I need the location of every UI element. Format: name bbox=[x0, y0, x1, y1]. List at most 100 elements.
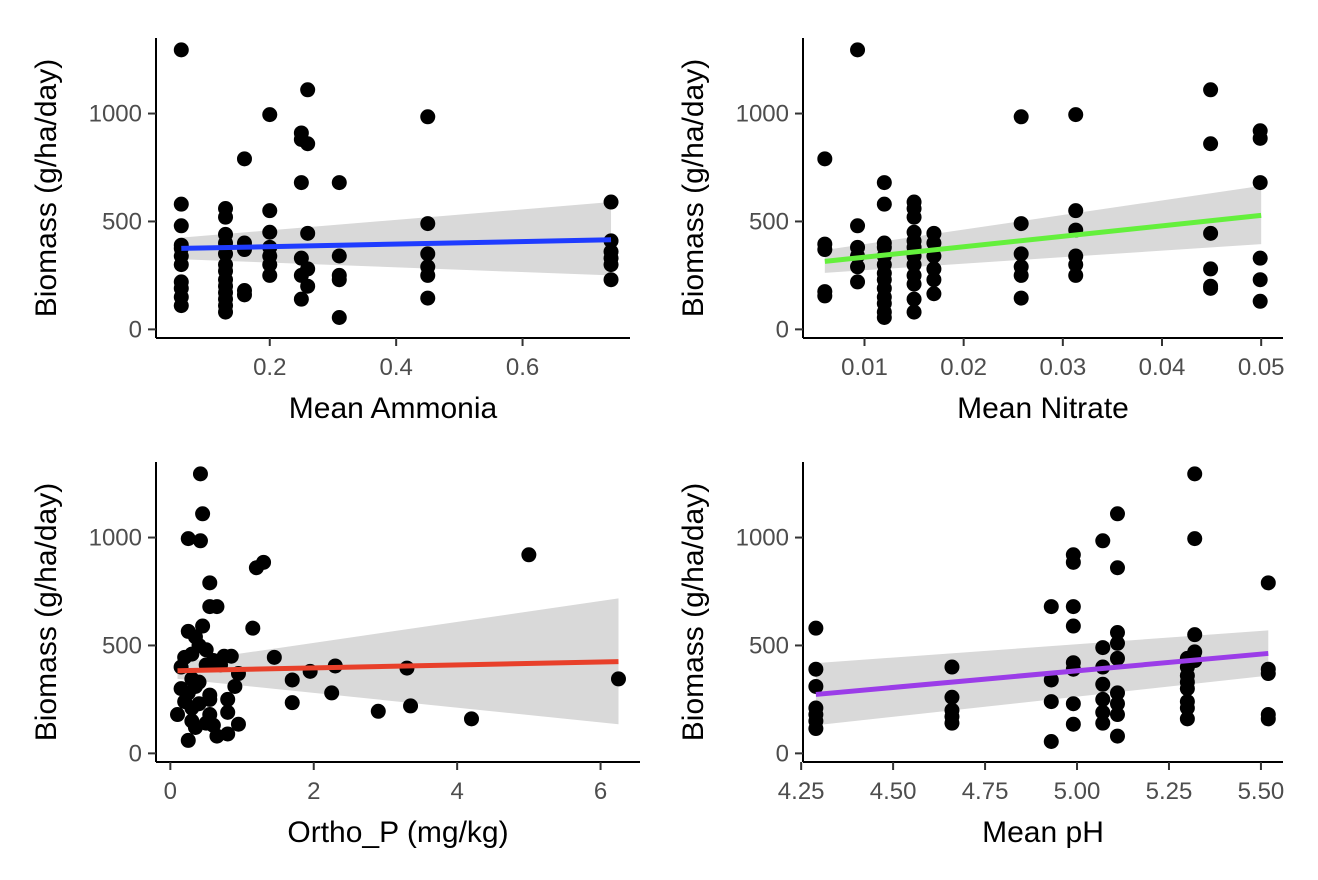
data-point bbox=[236, 287, 252, 303]
data-point bbox=[230, 716, 246, 732]
data-point bbox=[603, 272, 619, 288]
data-point bbox=[195, 618, 211, 634]
y-tick-label: 500 bbox=[102, 208, 142, 235]
x-tick-label: 0.2 bbox=[253, 354, 286, 381]
y-tick-label: 500 bbox=[749, 632, 789, 659]
data-point bbox=[808, 661, 824, 677]
data-point bbox=[1043, 694, 1059, 710]
data-point bbox=[1065, 618, 1081, 634]
data-point bbox=[1179, 681, 1195, 697]
data-point bbox=[1065, 599, 1081, 615]
data-point bbox=[1109, 728, 1125, 744]
data-point bbox=[187, 719, 203, 735]
x-tick-label: 4 bbox=[450, 778, 463, 805]
data-point bbox=[1068, 203, 1084, 219]
data-point bbox=[463, 711, 479, 727]
data-point bbox=[1013, 290, 1029, 306]
data-point bbox=[420, 246, 436, 262]
data-point bbox=[202, 575, 218, 591]
data-point bbox=[1068, 257, 1084, 273]
data-point bbox=[603, 257, 619, 273]
data-point bbox=[173, 42, 189, 58]
x-axis-title: Ortho_P (mg/kg) bbox=[287, 816, 508, 849]
data-point bbox=[262, 107, 278, 123]
data-point bbox=[262, 267, 278, 283]
chart-panel-1: 0.2 0.4 0.6 0 500 1000 Mean Ammonia Biomass (g/… bbox=[30, 38, 630, 425]
data-point bbox=[808, 678, 824, 694]
data-point bbox=[1043, 733, 1059, 749]
data-point bbox=[262, 224, 278, 240]
x-tick-label: 0.04 bbox=[1139, 354, 1186, 381]
data-point bbox=[180, 531, 196, 547]
x-tick-label: 4.75 bbox=[962, 778, 1009, 805]
data-point bbox=[1252, 293, 1268, 309]
y-axis-title: Biomass (g/ha/day) bbox=[30, 483, 63, 741]
data-point bbox=[420, 290, 436, 306]
data-point bbox=[521, 547, 537, 563]
x-tick-label: 0.02 bbox=[940, 354, 987, 381]
x-tick-label: 6 bbox=[594, 778, 607, 805]
data-point bbox=[420, 216, 436, 232]
data-point bbox=[1252, 130, 1268, 146]
data-point bbox=[1095, 715, 1111, 731]
data-point bbox=[331, 272, 347, 288]
data-point bbox=[1187, 466, 1203, 482]
data-point bbox=[262, 203, 278, 219]
data-point bbox=[876, 175, 892, 191]
x-axis-title: Mean Nitrate bbox=[957, 392, 1129, 425]
data-point bbox=[1109, 635, 1125, 651]
data-point bbox=[420, 109, 436, 125]
data-point bbox=[236, 151, 252, 167]
data-point bbox=[1187, 531, 1203, 547]
y-axis-title: Biomass (g/ha/day) bbox=[30, 59, 63, 317]
regression-line bbox=[824, 212, 1262, 264]
data-point bbox=[1187, 627, 1203, 643]
x-tick-label: 2 bbox=[307, 778, 320, 805]
data-point bbox=[284, 695, 300, 711]
data-point bbox=[1065, 716, 1081, 732]
data-point bbox=[245, 620, 261, 636]
data-point bbox=[198, 642, 214, 658]
chart-panel-3: 0 2 4 6 0 500 1000 Ortho_P (mg/kg) Biomass (g/ha… bbox=[30, 462, 640, 849]
data-point bbox=[209, 599, 225, 615]
data-point bbox=[808, 620, 824, 636]
x-tick-label: 0.4 bbox=[379, 354, 412, 381]
data-point bbox=[1013, 267, 1029, 283]
data-point bbox=[220, 691, 236, 707]
data-point bbox=[202, 691, 218, 707]
data-point bbox=[223, 648, 239, 664]
y-tick-label: 500 bbox=[749, 208, 789, 235]
data-point bbox=[926, 235, 942, 251]
data-point bbox=[1203, 82, 1219, 98]
data-point bbox=[1203, 136, 1219, 152]
data-point bbox=[1252, 175, 1268, 191]
data-point bbox=[1109, 696, 1125, 712]
data-point bbox=[331, 248, 347, 264]
data-point bbox=[192, 533, 208, 549]
y-tick-label: 0 bbox=[129, 316, 142, 343]
data-point bbox=[170, 707, 186, 723]
data-point bbox=[1109, 650, 1125, 666]
y-tick-label: 1000 bbox=[89, 101, 142, 128]
data-point bbox=[1043, 672, 1059, 688]
data-point bbox=[220, 726, 236, 742]
regression-line bbox=[815, 650, 1269, 697]
y-tick-label: 0 bbox=[129, 740, 142, 767]
data-point bbox=[300, 278, 316, 294]
data-point bbox=[195, 506, 211, 522]
y-tick-label: 0 bbox=[776, 316, 789, 343]
y-tick-label: 1000 bbox=[89, 525, 142, 552]
y-tick-label: 0 bbox=[776, 740, 789, 767]
data-point bbox=[926, 286, 942, 302]
data-point bbox=[876, 196, 892, 212]
data-point bbox=[1260, 711, 1276, 727]
data-point bbox=[944, 715, 960, 731]
regression-line bbox=[177, 659, 619, 674]
data-point bbox=[331, 175, 347, 191]
data-point bbox=[1203, 280, 1219, 296]
data-point bbox=[1013, 109, 1029, 125]
data-point bbox=[817, 288, 833, 304]
data-point bbox=[906, 291, 922, 307]
data-point bbox=[1068, 267, 1084, 283]
data-point bbox=[1252, 250, 1268, 266]
